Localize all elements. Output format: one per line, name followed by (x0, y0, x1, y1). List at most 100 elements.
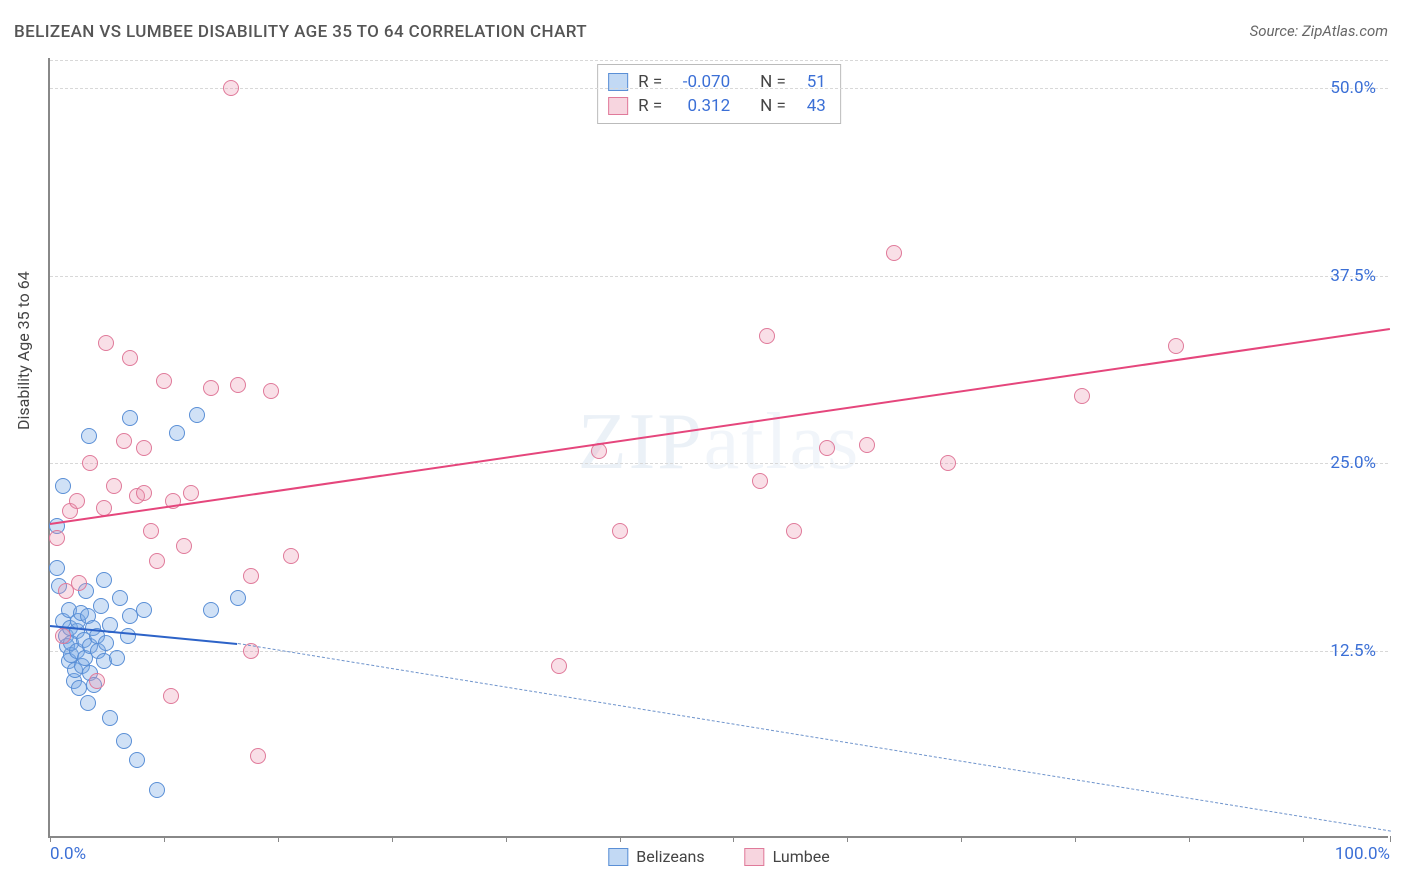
legend-label-belizeans: Belizeans (636, 847, 704, 866)
scatter-point-blue (129, 752, 145, 768)
scatter-point-pink (223, 80, 239, 96)
scatter-point-blue (203, 602, 219, 618)
scatter-point-blue (230, 590, 246, 606)
x-tick (392, 836, 393, 842)
scatter-point-blue (81, 428, 97, 444)
scatter-point-pink (116, 433, 132, 449)
scatter-point-pink (759, 328, 775, 344)
scatter-point-pink (183, 485, 199, 501)
scatter-point-blue (102, 710, 118, 726)
scatter-point-blue (96, 572, 112, 588)
scatter-point-blue (116, 733, 132, 749)
scatter-point-pink (149, 553, 165, 569)
scatter-point-pink (203, 380, 219, 396)
source-name: ZipAtlas.com (1302, 22, 1388, 40)
scatter-point-blue (189, 407, 205, 423)
scatter-point-blue (55, 478, 71, 494)
scatter-point-pink (122, 350, 138, 366)
r-value-belizeans: -0.070 (672, 70, 730, 94)
x-tick (1075, 836, 1076, 842)
scatter-point-pink (752, 473, 768, 489)
n-label: N = (760, 94, 786, 118)
scatter-point-pink (243, 568, 259, 584)
scatter-point-pink (89, 673, 105, 689)
scatter-point-blue (136, 602, 152, 618)
x-tick (733, 836, 734, 842)
scatter-point-blue (169, 425, 185, 441)
scatter-point-pink (886, 245, 902, 261)
r-label: R = (638, 94, 662, 118)
y-tick-label: 25.0% (1330, 453, 1376, 473)
scatter-point-pink (1074, 388, 1090, 404)
swatch-lumbee-icon (608, 97, 628, 115)
r-value-lumbee: 0.312 (672, 94, 730, 118)
stats-row-lumbee: R = 0.312 N = 43 (608, 94, 826, 118)
scatter-point-blue (109, 650, 125, 666)
x-tick (278, 836, 279, 842)
scatter-point-pink (283, 548, 299, 564)
y-tick-label: 37.5% (1330, 266, 1376, 286)
x-tick (1189, 836, 1190, 842)
scatter-point-pink (143, 523, 159, 539)
legend-item-belizeans: Belizeans (608, 847, 704, 866)
scatter-point-pink (551, 658, 567, 674)
legend-item-lumbee: Lumbee (745, 847, 830, 866)
scatter-point-blue (149, 782, 165, 798)
scatter-point-pink (49, 530, 65, 546)
trendline-lumbee (50, 328, 1390, 525)
r-label: R = (638, 70, 662, 94)
scatter-point-blue (80, 695, 96, 711)
x-tick (164, 836, 165, 842)
scatter-point-pink (82, 455, 98, 471)
scatter-point-pink (106, 478, 122, 494)
scatter-point-pink (612, 523, 628, 539)
swatch-belizeans-icon (608, 848, 628, 866)
y-tick-label: 12.5% (1330, 641, 1376, 661)
x-tick-label: 100.0% (1335, 844, 1390, 864)
bottom-legend: Belizeans Lumbee (608, 847, 829, 866)
swatch-lumbee-icon (745, 848, 765, 866)
scatter-point-pink (263, 383, 279, 399)
legend-label-lumbee: Lumbee (773, 847, 830, 866)
correlation-stats-box: R = -0.070 N = 51 R = 0.312 N = 43 (597, 64, 841, 124)
x-tick (506, 836, 507, 842)
gridline-horizontal (50, 60, 1388, 61)
y-axis-label: Disability Age 35 to 64 (14, 271, 33, 430)
scatter-point-pink (859, 437, 875, 453)
gridline-horizontal (50, 88, 1388, 89)
watermark-bold: ZIP (578, 398, 704, 486)
source-attribution: Source: ZipAtlas.com (1250, 22, 1388, 40)
stats-row-belizeans: R = -0.070 N = 51 (608, 70, 826, 94)
scatter-point-blue (98, 635, 114, 651)
scatter-point-pink (71, 575, 87, 591)
scatter-point-blue (120, 628, 136, 644)
scatter-point-pink (136, 485, 152, 501)
scatter-point-pink (69, 493, 85, 509)
scatter-point-blue (71, 680, 87, 696)
x-tick (847, 836, 848, 842)
scatter-point-blue (49, 560, 65, 576)
n-label: N = (760, 70, 786, 94)
x-tick (961, 836, 962, 842)
scatter-plot-area: ZIPatlas R = -0.070 N = 51 R = 0.312 N =… (48, 58, 1388, 838)
trendline-belizeans-extrapolated (238, 643, 1391, 831)
chart-title: BELIZEAN VS LUMBEE DISABILITY AGE 35 TO … (14, 22, 587, 42)
scatter-point-pink (230, 377, 246, 393)
scatter-point-blue (112, 590, 128, 606)
gridline-horizontal (50, 276, 1388, 277)
n-value-belizeans: 51 (796, 70, 826, 94)
scatter-point-pink (55, 628, 71, 644)
x-tick-label: 0.0% (50, 844, 86, 864)
scatter-point-pink (786, 523, 802, 539)
gridline-horizontal (50, 463, 1388, 464)
scatter-point-blue (93, 598, 109, 614)
scatter-point-pink (1168, 338, 1184, 354)
x-tick (50, 836, 51, 842)
scatter-point-pink (98, 335, 114, 351)
scatter-point-pink (819, 440, 835, 456)
scatter-point-blue (122, 410, 138, 426)
scatter-point-pink (163, 688, 179, 704)
watermark-thin: atlas (704, 398, 861, 486)
scatter-point-pink (136, 440, 152, 456)
scatter-point-pink (176, 538, 192, 554)
